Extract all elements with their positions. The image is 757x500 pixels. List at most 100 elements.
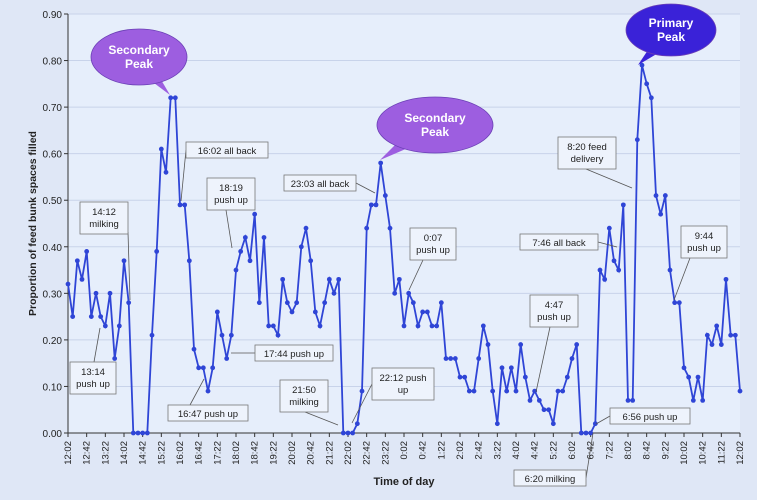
data-point xyxy=(224,356,230,361)
x-tick-label: 0:42 xyxy=(418,441,429,460)
x-tick-label: 2:02 xyxy=(455,441,466,460)
data-point xyxy=(737,388,743,394)
data-point xyxy=(681,365,687,371)
annotation-box xyxy=(519,233,599,251)
data-point xyxy=(644,81,650,87)
x-tick-label: 4:42 xyxy=(530,441,541,460)
data-point xyxy=(625,398,631,403)
x-tick-label: 6:02 xyxy=(567,441,578,460)
data-point xyxy=(429,323,435,329)
data-point xyxy=(228,332,234,338)
data-point xyxy=(471,388,477,394)
data-point xyxy=(438,300,444,306)
x-axis-title: Time of day xyxy=(374,476,436,488)
data-point xyxy=(387,225,393,231)
annotation-box xyxy=(167,404,249,422)
data-point xyxy=(560,388,566,394)
callout-label: Secondary Peak xyxy=(404,111,466,139)
annotation-box xyxy=(283,174,357,192)
data-point xyxy=(452,356,458,361)
annotation-box xyxy=(409,227,457,261)
data-point xyxy=(420,309,426,315)
data-point xyxy=(662,193,668,198)
y-tick-label: 0.60 xyxy=(43,150,63,161)
y-tick-label: 0.50 xyxy=(43,196,63,207)
annotation-label: 8:20 feed delivery xyxy=(567,142,607,165)
data-point xyxy=(462,374,468,380)
data-point xyxy=(154,249,160,254)
data-point xyxy=(238,249,244,254)
data-point xyxy=(718,342,724,347)
data-point xyxy=(732,332,738,338)
x-tick-label: 12:02 xyxy=(63,441,74,465)
data-point xyxy=(247,258,253,264)
data-point xyxy=(331,290,337,296)
data-point xyxy=(564,374,570,380)
annotation-label: 17:44 push up xyxy=(264,349,324,360)
x-tick-label: 10:42 xyxy=(698,441,709,465)
data-point xyxy=(569,356,575,361)
data-point xyxy=(476,356,482,361)
data-point xyxy=(116,323,122,329)
data-point xyxy=(79,276,85,282)
data-point xyxy=(252,211,258,217)
data-point xyxy=(350,430,356,436)
data-point xyxy=(494,421,500,427)
data-point xyxy=(210,365,216,371)
annotation-leader xyxy=(595,415,611,425)
callout-bubble xyxy=(625,3,717,57)
data-point xyxy=(102,323,108,329)
data-point xyxy=(233,267,239,273)
data-point xyxy=(392,290,398,296)
data-point xyxy=(508,365,514,371)
annotation-leader xyxy=(304,411,339,426)
annotation-box xyxy=(557,136,617,170)
y-tick-label: 0.20 xyxy=(43,336,63,347)
x-tick-label: 1:22 xyxy=(436,441,447,460)
callout-label: Primary Peak xyxy=(649,16,694,44)
data-point xyxy=(396,276,402,282)
data-point xyxy=(620,202,626,208)
callout-bubble xyxy=(90,28,188,86)
y-tick-label: 0.80 xyxy=(43,57,63,68)
x-tick-label: 18:42 xyxy=(250,441,261,465)
x-tick-label: 0:02 xyxy=(399,441,410,460)
data-point xyxy=(443,356,449,361)
data-point xyxy=(242,235,248,240)
annotation-leader xyxy=(189,378,205,406)
data-point xyxy=(70,314,76,320)
data-point xyxy=(88,314,94,320)
annotation-label: 21:50 milking xyxy=(289,385,319,408)
x-tick-label: 20:02 xyxy=(287,441,298,465)
annotation-leader xyxy=(180,149,187,202)
data-point xyxy=(723,276,729,282)
data-point xyxy=(336,276,342,282)
x-tick-label: 7:22 xyxy=(604,441,615,460)
data-point xyxy=(518,342,524,347)
data-point xyxy=(555,388,561,394)
x-tick-label: 22:02 xyxy=(343,441,354,465)
y-tick-label: 0.10 xyxy=(43,382,63,393)
data-point xyxy=(648,95,654,101)
x-tick-label: 13:22 xyxy=(100,441,111,465)
data-point xyxy=(168,95,174,101)
data-point xyxy=(158,146,164,152)
data-point xyxy=(378,160,384,166)
data-point xyxy=(522,374,528,380)
data-point xyxy=(130,430,136,436)
data-point xyxy=(434,323,440,329)
data-point xyxy=(578,430,584,436)
data-point xyxy=(149,332,155,338)
annotation-leader xyxy=(351,383,373,424)
annotation-label: 4:47 push up xyxy=(537,300,571,323)
y-tick-label: 0.90 xyxy=(43,10,63,21)
annotation-label: 23:03 all back xyxy=(291,179,350,190)
data-point xyxy=(690,398,696,403)
data-point xyxy=(410,300,416,306)
data-point xyxy=(256,300,262,306)
x-tick-label: 23:22 xyxy=(380,441,391,465)
data-point xyxy=(672,300,678,306)
data-point xyxy=(574,342,580,347)
data-point xyxy=(424,309,430,315)
